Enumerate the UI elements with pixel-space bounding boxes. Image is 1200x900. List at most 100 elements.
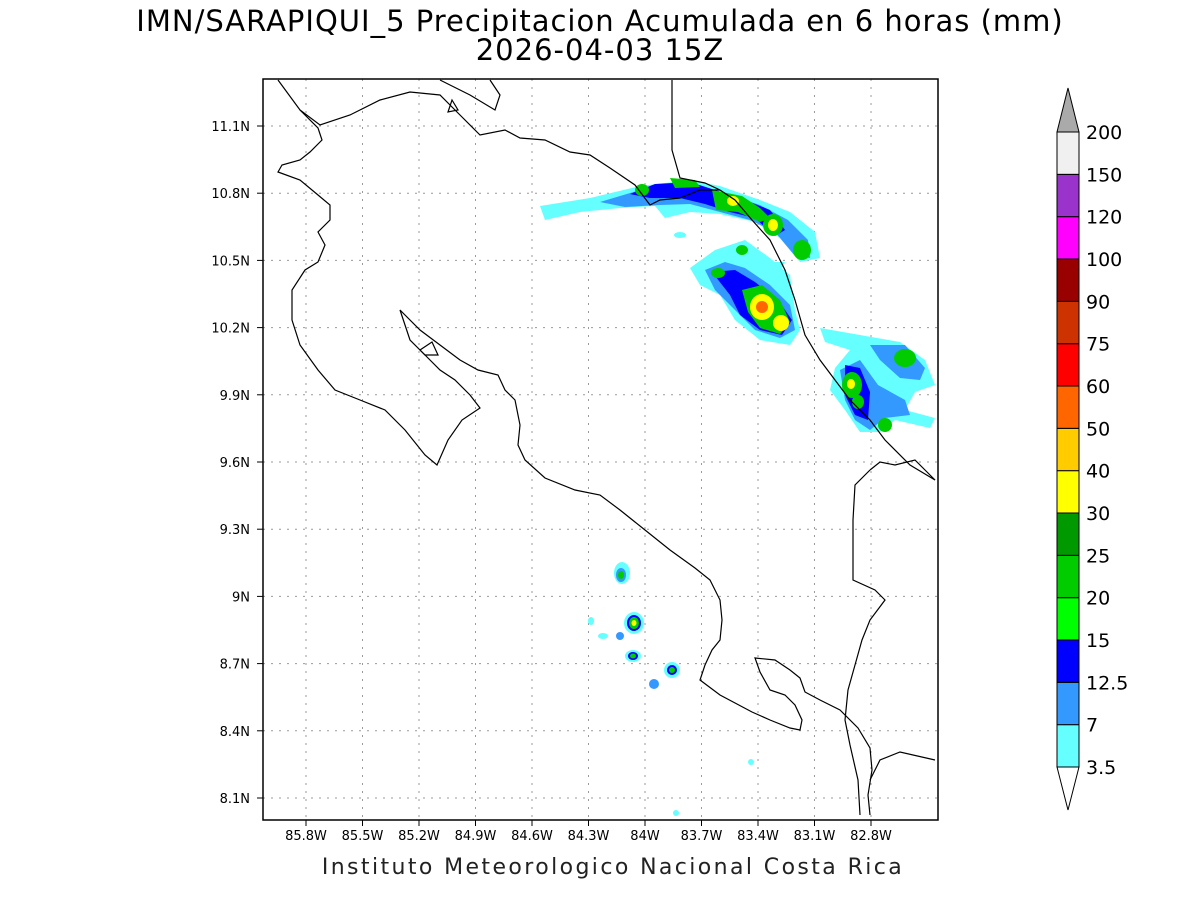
colorbar-level-label: 75 [1086,334,1110,356]
colorbar-swatch [1056,512,1080,556]
precip-cell [635,184,649,196]
precip-cell [727,196,739,206]
lon-tick-label: 83.1W [794,829,836,844]
precip-cell [847,379,855,389]
coastline [869,459,936,481]
precip-cell [748,759,754,765]
colorbar-level-label: 3.5 [1086,757,1116,779]
country-borders-coastline [277,79,936,816]
colorbar-level-label: 12.5 [1086,672,1128,694]
colorbar-swatch [1056,216,1080,260]
colorbar-level-label: 50 [1086,418,1110,440]
lon-tick-label: 82.8W [850,829,892,844]
precip-area [630,182,785,236]
colorbar-swatch [1056,597,1080,641]
colorbar-swatch [1056,173,1080,218]
precip-cell [793,240,811,260]
precip-cell [631,620,637,626]
lat-tick-label: 11.1N [211,120,250,135]
precip-cell [736,245,748,255]
precipitation-colorbar-legend: 3.5 7 12.5 15 20 25 30 40 50 60 75 90 100 120 150 200 [1056,87,1128,811]
colorbar-level-label: 15 [1086,630,1110,652]
precip-area [600,182,810,258]
colorbar-swatch [1056,385,1080,429]
colorbar-under-triangle [1056,766,1080,811]
coastline [277,79,873,816]
lon-tick-label: 84.6W [511,829,553,844]
border [299,91,720,206]
coastline [447,98,459,113]
lat-tick-label: 9.6N [220,456,250,471]
lon-tick-label: 83.4W [737,829,779,844]
lon-tick-label: 85.2W [398,829,440,844]
border [844,469,886,816]
precip-cell [618,571,624,579]
lat-tick-label: 8.7N [220,658,250,673]
colorbar-level-label: 40 [1086,461,1110,483]
colorbar-swatch [1056,343,1080,387]
colorbar-swatch [1056,258,1080,302]
institution-credit: Instituto Meteorologico Nacional Costa R… [321,855,905,880]
precip-cell [649,679,659,689]
precip-cell [588,617,594,625]
precipitation-field [540,178,935,816]
lat-tick-label: 10.8N [211,187,250,202]
colorbar-swatch [1056,131,1080,175]
map-frame [262,78,939,821]
colorbar-level-label: 90 [1086,291,1110,313]
precip-cell [894,349,916,367]
lon-tick-label: 83.7W [681,829,723,844]
precip-cell [673,810,679,816]
precip-cell [616,632,624,640]
precip-cell [852,395,864,409]
precip-cell [756,301,768,313]
precip-cell [768,219,778,231]
lon-tick-label: 84.9W [455,829,497,844]
latitude-axis-labels: 8.1N 8.4N 8.7N 9N 9.3N 9.6N 9.9N 10.2N 10.5N 10.8… [211,120,250,807]
precip-cell [878,418,892,432]
map-valid-time: 2026-04-03 15Z [475,33,725,67]
coastline [419,341,439,356]
precip-cell [773,315,789,331]
colorbar-level-label: 25 [1086,545,1110,567]
colorbar-swatch [1056,427,1080,472]
colorbar-level-label: 120 [1086,207,1122,229]
lon-tick-label: 84W [630,829,660,844]
colorbar-over-triangle [1056,87,1080,133]
colorbar-swatch [1056,639,1080,683]
lat-tick-label: 9.3N [220,523,250,538]
map-title: IMN/SARAPIQUI_5 Precipitacion Acumulada … [136,4,1064,38]
coastline [869,751,936,781]
colorbar-level-label: 30 [1086,503,1110,525]
lat-tick-label: 8.1N [220,792,250,807]
colorbar-swatch [1056,470,1080,514]
precip-cell [674,232,686,238]
colorbar-swatch [1056,681,1080,726]
colorbar-level-label: 100 [1086,249,1122,271]
lon-tick-label: 85.5W [342,829,384,844]
precip-area [760,262,785,272]
lon-tick-label: 84.3W [568,829,610,844]
precip-cell [669,667,675,673]
longitude-axis-labels: 85.8W 85.5W 85.2W 84.9W 84.6W 84.3W 84W 83.7W 83… [285,829,892,844]
lat-tick-label: 9N [232,590,250,605]
precip-cell [711,268,725,278]
colorbar-level-label: 20 [1086,588,1110,610]
colorbar-swatch [1056,554,1080,599]
colorbar-level-label: 200 [1086,122,1122,144]
colorbar-level-label: 60 [1086,376,1110,398]
colorbar-level-label: 7 [1086,715,1098,737]
lat-tick-label: 10.5N [211,254,250,269]
precip-cell [630,653,636,659]
coastline [671,80,936,481]
lat-tick-label: 10.2N [211,322,250,337]
colorbar-swatch [1056,300,1080,345]
lat-tick-label: 8.4N [220,725,250,740]
colorbar-swatch [1056,724,1080,768]
border [439,79,501,111]
axis-ticks [257,125,872,826]
lat-tick-label: 9.9N [220,389,250,404]
precip-area [712,190,770,222]
colorbar-level-label: 150 [1086,164,1122,186]
